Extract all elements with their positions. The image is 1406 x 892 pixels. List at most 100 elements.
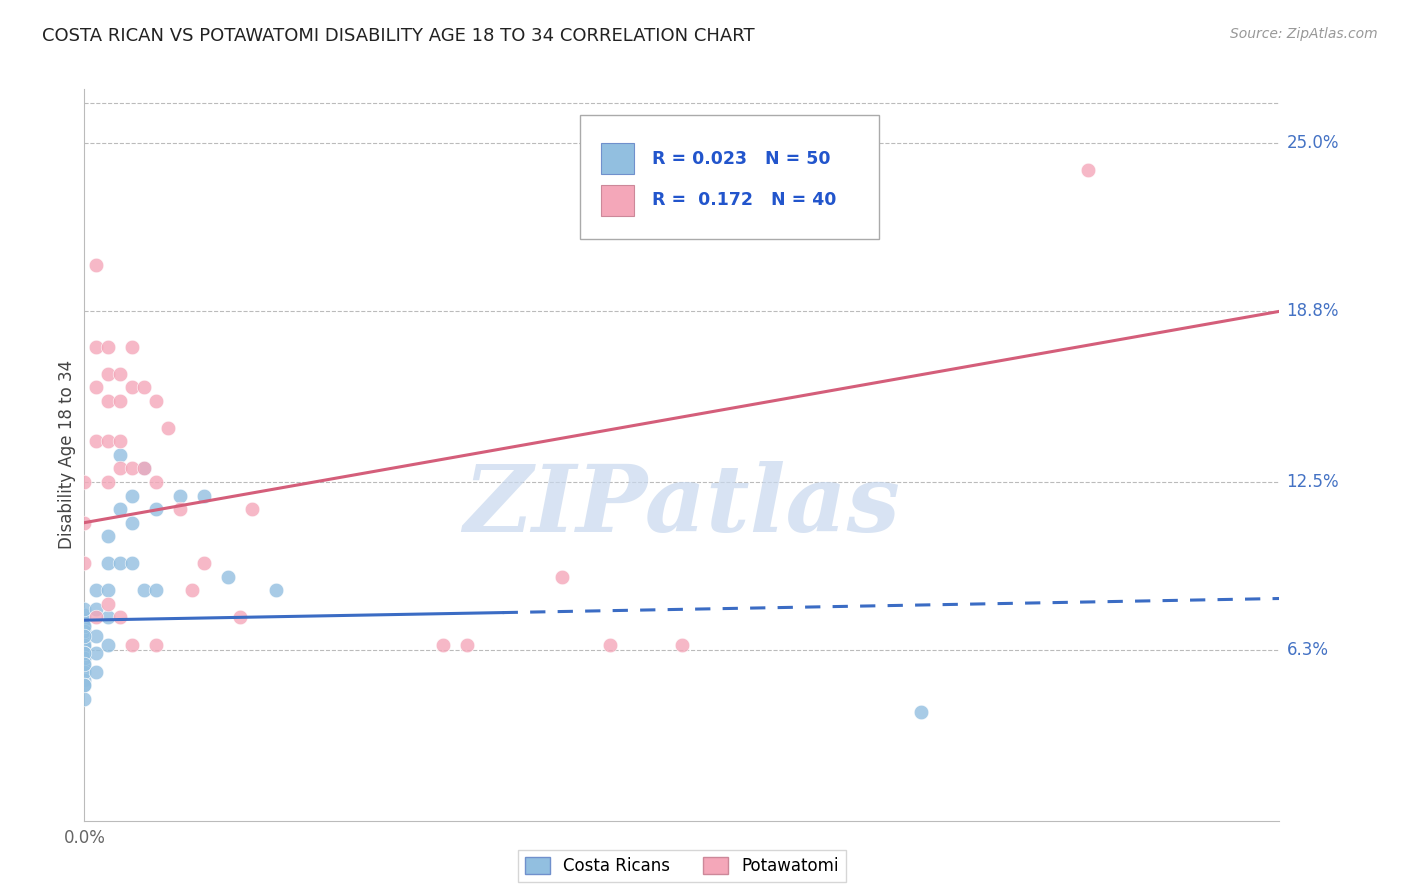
Point <box>121 340 143 354</box>
Point <box>910 706 932 720</box>
Point <box>84 610 107 624</box>
Point <box>110 393 132 408</box>
Point <box>73 624 96 638</box>
Point <box>193 556 215 570</box>
Point <box>145 638 167 652</box>
Point <box>84 665 107 679</box>
Point <box>73 651 96 665</box>
Text: 25.0%: 25.0% <box>1286 135 1339 153</box>
Point <box>73 640 96 655</box>
Point <box>132 380 156 394</box>
Point <box>73 607 96 622</box>
Point <box>180 583 202 598</box>
Text: COSTA RICAN VS POTAWATOMI DISABILITY AGE 18 TO 34 CORRELATION CHART: COSTA RICAN VS POTAWATOMI DISABILITY AGE… <box>42 27 755 45</box>
Point <box>97 610 120 624</box>
Point <box>456 638 478 652</box>
Point <box>73 646 96 660</box>
Y-axis label: Disability Age 18 to 34: Disability Age 18 to 34 <box>58 360 76 549</box>
Point <box>132 461 156 475</box>
Point <box>73 665 96 679</box>
Point <box>121 556 143 570</box>
Point <box>73 638 96 652</box>
Point <box>97 638 120 652</box>
Point <box>599 638 621 652</box>
Point <box>73 556 96 570</box>
Text: 6.3%: 6.3% <box>1286 641 1329 659</box>
Point <box>84 646 107 660</box>
FancyBboxPatch shape <box>581 115 879 239</box>
Point <box>73 657 96 671</box>
Point <box>73 629 96 643</box>
Point <box>73 691 96 706</box>
Point <box>84 434 107 449</box>
Point <box>97 367 120 381</box>
Point <box>73 662 96 676</box>
Point <box>110 367 132 381</box>
Point <box>157 421 180 435</box>
FancyBboxPatch shape <box>600 144 634 174</box>
Point <box>110 461 132 475</box>
Point <box>73 651 96 665</box>
Point <box>121 489 143 503</box>
Point <box>145 475 167 489</box>
Text: 18.8%: 18.8% <box>1286 302 1339 320</box>
Point <box>97 583 120 598</box>
Point <box>217 570 239 584</box>
Text: ZIPatlas: ZIPatlas <box>464 461 900 551</box>
Point <box>228 610 252 624</box>
Point <box>121 516 143 530</box>
Point <box>84 583 107 598</box>
Point <box>97 434 120 449</box>
Point <box>73 624 96 638</box>
Point <box>240 502 263 516</box>
FancyBboxPatch shape <box>600 185 634 216</box>
Point <box>121 638 143 652</box>
Point <box>110 556 132 570</box>
Point <box>110 502 132 516</box>
Point <box>84 629 107 643</box>
Text: Source: ZipAtlas.com: Source: ZipAtlas.com <box>1230 27 1378 41</box>
Point <box>121 461 143 475</box>
Point <box>73 516 96 530</box>
Point <box>73 613 96 627</box>
Point <box>73 635 96 649</box>
Point <box>145 393 167 408</box>
Point <box>73 678 96 692</box>
Point <box>110 448 132 462</box>
Point <box>1077 163 1099 178</box>
Legend: Costa Ricans, Potawatomi: Costa Ricans, Potawatomi <box>517 850 846 882</box>
Point <box>97 340 120 354</box>
Text: 12.5%: 12.5% <box>1286 473 1339 491</box>
Point <box>97 597 120 611</box>
Point <box>169 502 191 516</box>
Text: 0.0%: 0.0% <box>63 830 105 847</box>
Point <box>84 340 107 354</box>
Point <box>145 502 167 516</box>
Point <box>110 434 132 449</box>
Point <box>264 583 287 598</box>
Point <box>73 657 96 671</box>
Point <box>73 629 96 643</box>
Point <box>97 556 120 570</box>
Point <box>73 673 96 687</box>
Point <box>73 646 96 660</box>
Point <box>73 646 96 660</box>
Text: R = 0.023   N = 50: R = 0.023 N = 50 <box>652 150 831 168</box>
Point <box>84 258 107 272</box>
Point <box>671 638 693 652</box>
Point <box>97 475 120 489</box>
Point <box>73 475 96 489</box>
Point <box>73 678 96 692</box>
Point <box>169 489 191 503</box>
Point <box>551 570 574 584</box>
Point <box>84 602 107 616</box>
Text: R =  0.172   N = 40: R = 0.172 N = 40 <box>652 192 837 210</box>
Point <box>84 380 107 394</box>
Point <box>73 618 96 632</box>
Point <box>97 393 120 408</box>
Point <box>132 583 156 598</box>
Point <box>145 583 167 598</box>
Point <box>121 380 143 394</box>
Point <box>73 618 96 632</box>
Point <box>132 461 156 475</box>
